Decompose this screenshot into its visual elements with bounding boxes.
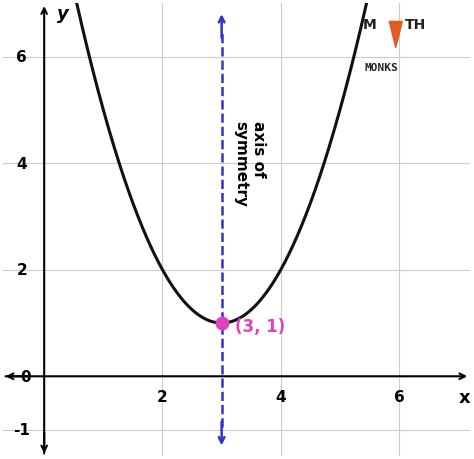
Text: 2: 2 [157,389,168,404]
Text: (3, 1): (3, 1) [235,317,285,335]
Text: M: M [363,18,376,32]
Text: MONKS: MONKS [365,63,399,73]
Text: -1: -1 [13,422,30,437]
Text: 6: 6 [16,50,27,65]
Polygon shape [389,22,402,49]
Text: axis of
symmetry: axis of symmetry [234,121,266,207]
Text: TH: TH [405,18,426,32]
Text: 4: 4 [275,389,286,404]
Text: y: y [57,5,69,23]
Text: 0: 0 [20,369,30,384]
Text: x: x [458,388,470,406]
Text: 4: 4 [17,157,27,171]
Text: 6: 6 [394,389,404,404]
Text: 2: 2 [16,263,27,278]
